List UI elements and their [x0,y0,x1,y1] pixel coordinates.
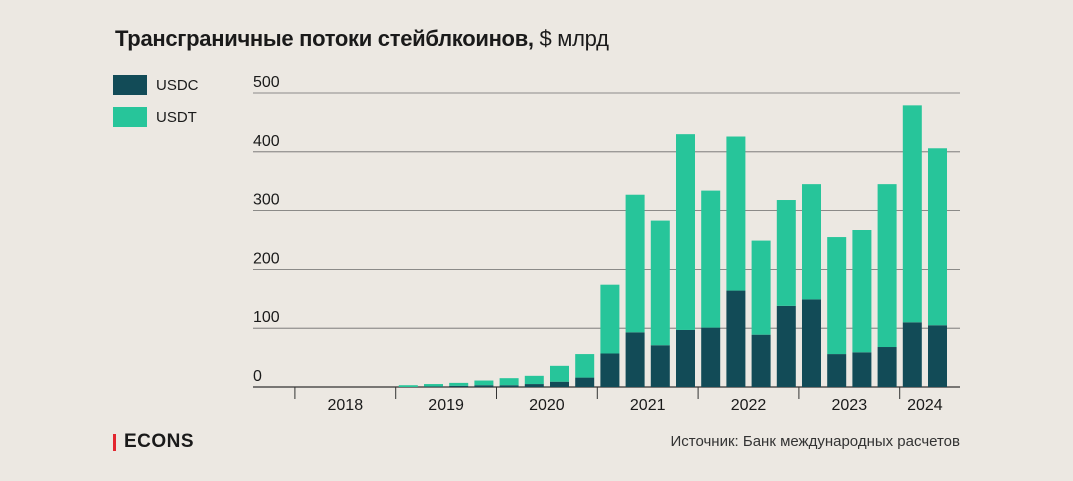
bar-usdc-2024-q1 [902,322,922,387]
legend-swatch-usdc [113,75,147,95]
bar-usdt-2022-q4 [776,200,796,306]
bar-usdt-2021-q1 [600,284,620,354]
bar-usdc-2023-q4 [877,347,897,387]
bar-usdc-2020-q1 [499,385,519,387]
x-year-label-2019: 2019 [428,397,464,414]
bar-usdt-2024-q2 [928,148,947,326]
bar-usdt-2023-q3 [852,230,872,353]
econs-logo: ECONS [113,431,194,453]
bar-usdc-2022-q2 [726,290,746,387]
bar-usdc-2023-q3 [852,352,872,387]
x-year-label-2022: 2022 [731,397,767,414]
x-year-label-2024: 2024 [907,397,943,414]
legend: USDC USDT [113,74,199,138]
bar-usdc-2023-q1 [802,299,821,387]
bar-usdc-2020-q3 [550,381,569,387]
bar-usdc-2021-q2 [625,332,645,387]
bar-usdt-2020-q2 [524,375,544,385]
bar-usdt-2021-q3 [650,220,670,346]
bar-usdc-2023-q2 [827,354,847,387]
bar-usdt-2022-q2 [726,136,746,291]
x-year-label-2020: 2020 [529,397,565,414]
bar-usdc-2019-q4 [474,385,494,387]
bar-usdc-2020-q2 [524,384,544,387]
bar-usdt-2020-q3 [550,365,569,382]
chart-title-main: Трансграничные потоки стейблкоинов, [115,26,534,51]
bar-usdt-2022-q3 [751,240,771,335]
bar-usdt-2019-q4 [474,380,494,386]
bar-usdt-2024-q1 [902,105,922,323]
y-tick-label: 200 [253,250,280,267]
y-tick-label: 300 [253,192,280,209]
logo-accent-bar [113,433,116,451]
y-tick-label: 400 [253,133,280,150]
bar-usdc-2021-q1 [600,353,620,387]
bar-usdc-2021-q4 [676,329,695,387]
legend-item-usdt: USDT [113,106,199,128]
bar-usdt-2020-q4 [575,354,595,378]
legend-label-usdt: USDT [156,108,197,126]
x-year-label-2018: 2018 [328,397,364,414]
legend-item-usdc: USDC [113,74,199,96]
y-tick-label: 100 [253,309,280,326]
bar-usdc-2019-q2 [424,386,443,387]
bar-usdt-2023-q2 [827,237,847,355]
bar-usdt-2023-q4 [877,184,897,348]
bar-usdc-2020-q4 [575,377,595,387]
bar-usdt-2021-q2 [625,194,645,333]
bar-usdc-2022-q1 [701,327,721,387]
bar-usdc-2022-q3 [751,334,771,387]
logo-text: ECONS [124,431,195,452]
chart-title: Трансграничные потоки стейблкоинов, $ мл… [115,26,609,52]
x-year-label-2023: 2023 [832,397,868,414]
source-note: Источник: Банк международных расчетов [670,433,961,450]
bar-usdc-2019-q3 [449,385,469,387]
bar-usdt-2019-q1 [398,385,418,387]
legend-label-usdc: USDC [156,76,199,94]
bar-usdt-2023-q1 [802,184,821,300]
y-tick-label: 500 [253,74,280,91]
legend-swatch-usdt [113,107,147,127]
y-tick-label: 0 [253,368,262,385]
bar-usdc-2021-q3 [650,345,670,387]
x-year-label-2021: 2021 [630,397,666,414]
bar-usdt-2019-q3 [449,382,469,386]
bar-usdc-2024-q2 [928,325,947,387]
bar-usdt-2020-q1 [499,378,519,386]
bar-usdc-2022-q4 [776,305,796,387]
bar-usdt-2022-q1 [701,190,721,328]
bar-usdt-2019-q2 [424,384,443,387]
chart-title-unit: $ млрд [533,26,609,51]
bar-usdt-2021-q4 [676,134,695,330]
